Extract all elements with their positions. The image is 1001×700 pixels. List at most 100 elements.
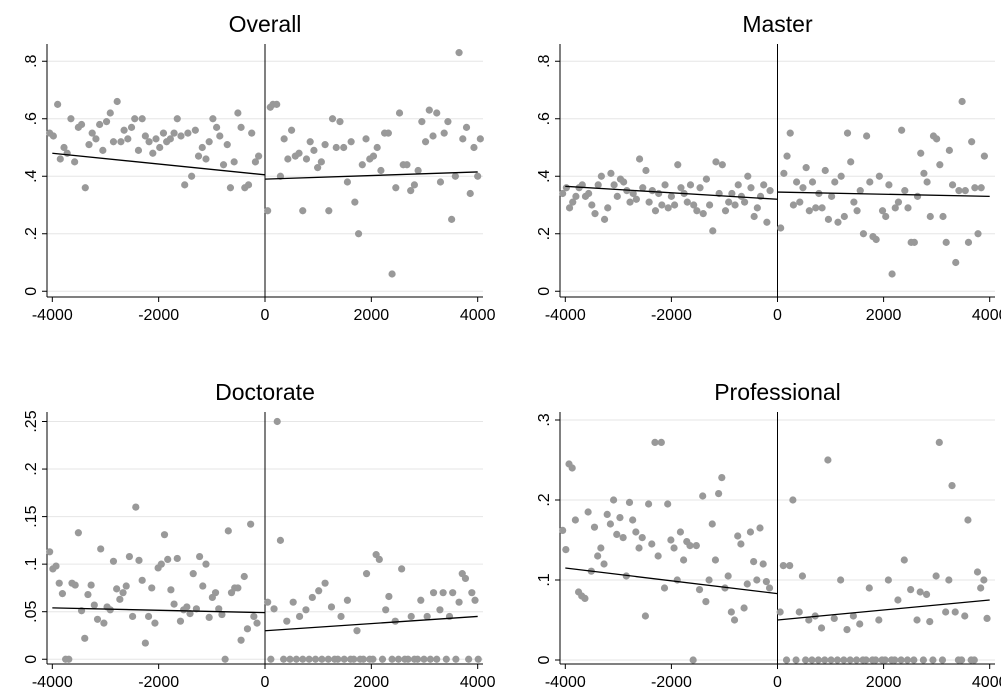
- point-master-84: [834, 218, 842, 226]
- point-doctorate-32: [148, 584, 156, 592]
- point-master-47: [709, 227, 717, 235]
- point-overall-59: [255, 152, 263, 160]
- fit-line-right-doctorate: [264, 615, 478, 632]
- point-overall-85: [354, 230, 363, 238]
- x-tick-label-master-4: 4000: [972, 307, 1001, 324]
- point-professional-105: [900, 556, 908, 564]
- point-doctorate-82: [315, 587, 323, 595]
- point-master-68: [783, 152, 791, 160]
- point-doctorate-64: [250, 612, 258, 621]
- point-doctorate-97: [362, 570, 371, 578]
- point-overall-4: [60, 143, 68, 152]
- y-tick-label-overall-3: .6: [23, 112, 40, 125]
- point-professional-108: [910, 656, 918, 664]
- point-master-76: [808, 178, 817, 186]
- y-tick-label-master-3: .6: [536, 112, 553, 125]
- point-master-29: [651, 207, 660, 215]
- point-doctorate-12: [84, 590, 92, 599]
- panel-overall: 0 .2 .4 .6 .8 -4000 -2000 0 2000 4000 Overall: [23, 11, 496, 324]
- fit-line-right-master: [777, 191, 990, 198]
- point-professional-128: [973, 568, 982, 576]
- point-overall-58: [251, 158, 260, 166]
- point-overall-41: [191, 126, 199, 134]
- fit-line-right-overall: [264, 171, 478, 180]
- point-doctorate-9: [74, 529, 82, 537]
- point-professional-31: [657, 438, 665, 446]
- panel-title-professional: Professional: [714, 379, 841, 405]
- point-doctorate-132: [474, 655, 482, 663]
- point-doctorate-126: [455, 598, 463, 606]
- fit-line-left-overall: [52, 152, 266, 176]
- y-tick-label-doctorate-5: .25: [23, 410, 40, 432]
- point-master-60: [750, 212, 758, 221]
- point-master-93: [863, 132, 871, 140]
- point-doctorate-104: [385, 592, 393, 601]
- point-overall-70: [299, 207, 307, 215]
- point-master-34: [667, 192, 676, 200]
- y-tick-label-master-1: .2: [536, 227, 553, 240]
- point-master-14: [604, 204, 612, 212]
- point-master-51: [721, 207, 730, 215]
- point-master-35: [670, 201, 679, 209]
- y-tick-label-overall-2: .4: [23, 169, 40, 182]
- point-overall-16: [102, 118, 111, 126]
- point-master-23: [632, 195, 640, 203]
- point-overall-89: [369, 152, 378, 160]
- point-overall-14: [96, 120, 104, 129]
- x-tick-label-overall-1: -2000: [138, 307, 179, 324]
- point-doctorate-111: [407, 612, 415, 621]
- point-professional-120: [948, 482, 956, 490]
- point-professional-12: [597, 544, 605, 552]
- point-overall-25: [134, 146, 143, 154]
- point-professional-88: [846, 656, 854, 664]
- point-overall-20: [117, 138, 125, 146]
- point-doctorate-120: [436, 606, 444, 614]
- point-doctorate-80: [308, 593, 316, 602]
- point-overall-18: [109, 138, 118, 146]
- point-overall-24: [131, 115, 139, 123]
- point-professional-112: [922, 590, 931, 599]
- point-overall-63: [273, 100, 281, 108]
- point-doctorate-45: [189, 570, 197, 578]
- point-overall-29: [149, 149, 157, 157]
- point-doctorate-14: [90, 601, 98, 609]
- point-doctorate-70: [276, 536, 285, 544]
- point-doctorate-121: [439, 589, 447, 597]
- point-overall-50: [223, 141, 231, 149]
- point-overall-38: [181, 181, 189, 189]
- point-professional-24: [635, 544, 643, 552]
- point-professional-83: [830, 614, 838, 623]
- point-doctorate-86: [327, 603, 336, 611]
- point-doctorate-76: [295, 612, 304, 621]
- point-overall-90: [373, 143, 381, 152]
- point-master-59: [747, 184, 755, 192]
- point-professional-50: [718, 474, 726, 482]
- point-overall-23: [127, 123, 136, 131]
- point-doctorate-81: [311, 655, 320, 663]
- point-overall-113: [459, 135, 467, 143]
- point-master-128: [974, 230, 982, 238]
- point-professional-8: [584, 508, 592, 516]
- x-tick-label-doctorate-0: -4000: [32, 674, 73, 691]
- point-professional-14: [603, 510, 611, 518]
- point-overall-81: [340, 143, 348, 152]
- point-professional-18: [616, 514, 624, 522]
- point-overall-40: [188, 172, 196, 180]
- point-master-16: [610, 181, 618, 189]
- point-professional-75: [805, 616, 813, 624]
- point-doctorate-17: [100, 619, 108, 627]
- point-master-64: [763, 218, 771, 226]
- x-tick-label-master-2: 0: [773, 307, 782, 324]
- point-master-15: [607, 169, 615, 177]
- point-master-79: [818, 204, 826, 212]
- point-doctorate-30: [141, 639, 149, 647]
- point-professional-71: [792, 656, 800, 664]
- point-professional-111: [919, 656, 927, 664]
- point-master-112: [923, 178, 931, 186]
- point-doctorate-72: [283, 617, 291, 625]
- point-doctorate-93: [350, 655, 358, 663]
- point-professional-48: [711, 556, 720, 564]
- point-overall-22: [124, 135, 132, 143]
- point-overall-96: [395, 109, 404, 117]
